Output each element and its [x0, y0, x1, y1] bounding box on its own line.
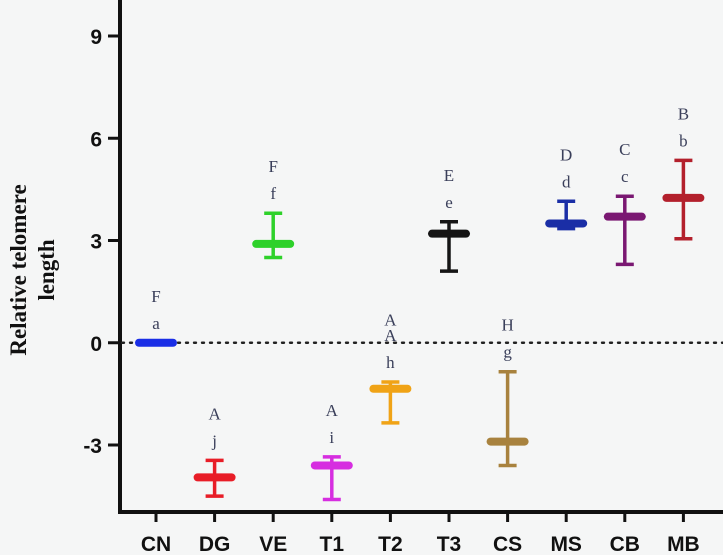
- significance-letter-upper: E: [444, 166, 454, 185]
- group-mb: MB bB: [662, 104, 705, 555]
- y-tick-label: -3: [83, 435, 102, 458]
- significance-letter-upper: F: [151, 287, 160, 306]
- x-tick-label: T2: [378, 533, 403, 555]
- significance-letter-upper: A: [208, 404, 221, 423]
- axes: -3 0 3 6 9: [83, 0, 723, 514]
- significance-letter-lower: g: [503, 343, 512, 362]
- group-ms: MS dD: [545, 145, 588, 555]
- significance-letter-lower: c: [621, 167, 629, 186]
- significance-letter-lower: j: [211, 431, 217, 450]
- x-tick-label: VE: [259, 533, 287, 555]
- group-dg: DG jA: [193, 404, 236, 555]
- significance-letter-upper: F: [268, 157, 277, 176]
- group-t3: T3 eE: [428, 166, 470, 555]
- x-tick-label: T1: [320, 533, 345, 555]
- significance-letter-lower: b: [679, 131, 688, 150]
- significance-letter-upper: B: [678, 104, 689, 123]
- group-t1: T1 iA: [310, 401, 353, 555]
- significance-letter-upper: A: [384, 326, 397, 345]
- x-tick-label: CS: [493, 533, 522, 555]
- y-tick-label: 9: [90, 26, 102, 49]
- group-ve: VE fF: [252, 157, 295, 555]
- y-tick-label: 0: [90, 333, 102, 356]
- significance-letter-upper: A: [326, 401, 339, 420]
- group-cb: CB cC: [603, 140, 646, 555]
- x-tick-label: MB: [667, 533, 700, 555]
- y-tick-label: 3: [90, 231, 102, 254]
- significance-letter-upper: C: [619, 140, 630, 159]
- x-tick-label: MS: [550, 533, 582, 555]
- group-cs: CS gH: [486, 316, 529, 555]
- data-marks: CNaFDGjAVEfFT1iAT2hAT3eECSgHMSdDCBcCMBbB…: [135, 104, 705, 555]
- significance-letter-lower: e: [445, 193, 453, 212]
- group-cn: CN aF: [135, 287, 177, 555]
- group-t2: T2 hA: [369, 326, 412, 555]
- x-tick-label: CN: [141, 533, 171, 555]
- significance-letter-lower: f: [270, 184, 276, 203]
- significance-letter-upper: D: [560, 145, 572, 164]
- significance-letter-lower: a: [152, 314, 160, 333]
- significance-letter-upper: H: [501, 316, 513, 335]
- y-axis-title-line-2: length: [34, 239, 59, 301]
- significance-letter-lower: h: [386, 353, 395, 372]
- x-tick-label: DG: [199, 533, 231, 555]
- significance-letter-lower: i: [329, 428, 334, 447]
- significance-letter-lower: d: [562, 172, 571, 191]
- x-tick-label: CB: [610, 533, 640, 555]
- y-tick-label: 6: [90, 128, 102, 151]
- x-tick-label: T3: [437, 533, 462, 555]
- y-axis-title-line-1: Relative telomere: [6, 184, 31, 355]
- significance-letter-standalone: A: [384, 311, 397, 330]
- y-axis-title: Relative telomere length: [6, 184, 59, 355]
